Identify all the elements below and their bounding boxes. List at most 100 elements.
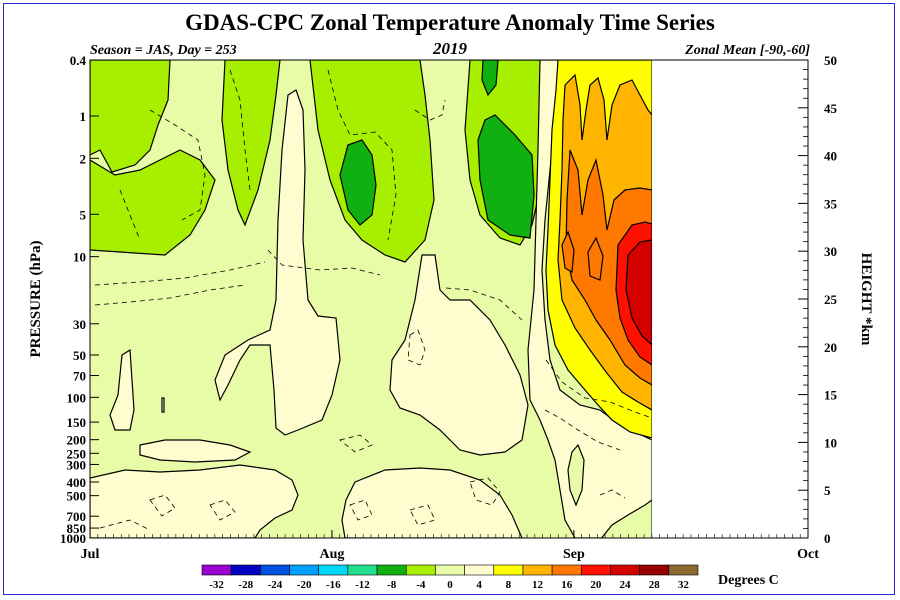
field-plume-red bbox=[625, 239, 652, 346]
colorbar-swatch bbox=[522, 564, 553, 576]
colorbar-swatch bbox=[405, 564, 436, 576]
pressure-tick-label: 30 bbox=[73, 317, 86, 332]
axes: 0.41251030507010015020025030040050070085… bbox=[60, 53, 838, 562]
subtitle-center: 2019 bbox=[432, 39, 468, 58]
dashed-contour bbox=[94, 261, 266, 286]
colorbar-swatch bbox=[668, 564, 699, 576]
field-region-pale-e bbox=[90, 464, 299, 538]
field-plume-orange-spot-b bbox=[587, 236, 604, 281]
colorbar-label: -20 bbox=[297, 579, 312, 591]
pressure-tick-label: 5 bbox=[80, 207, 87, 222]
field-plume-orange-spot-a bbox=[561, 230, 575, 273]
height-tick-label: 0 bbox=[824, 531, 831, 546]
dashed-contour bbox=[229, 69, 251, 191]
colorbar-swatch bbox=[201, 564, 232, 576]
height-tick-label: 15 bbox=[824, 388, 838, 403]
dashed-contour bbox=[149, 109, 206, 221]
colorbar-label: 24 bbox=[620, 579, 632, 591]
field-region-pale-c bbox=[109, 348, 135, 431]
pressure-tick-label: 200 bbox=[67, 433, 87, 448]
height-tick-label: 20 bbox=[824, 340, 837, 355]
height-tick-label: 25 bbox=[824, 292, 838, 307]
height-tick-label: 35 bbox=[824, 196, 838, 211]
field-region-pale-b bbox=[389, 254, 529, 456]
pressure-tick-label: 100 bbox=[67, 390, 87, 405]
chart-frame bbox=[3, 3, 895, 595]
pressure-tick-label: 850 bbox=[67, 521, 87, 536]
colorbar-swatch bbox=[347, 564, 378, 576]
colorbar-label: -12 bbox=[355, 579, 370, 591]
colorbar-swatch bbox=[318, 564, 349, 576]
colorbar-label: -32 bbox=[209, 579, 224, 591]
pressure-tick-label: 70 bbox=[73, 369, 86, 384]
colorbar-label: 16 bbox=[561, 579, 573, 591]
colorbar-label: -28 bbox=[238, 579, 253, 591]
pressure-tick-label: 1000 bbox=[60, 531, 86, 546]
field-region-pale-h bbox=[161, 397, 165, 413]
field-core-green-a bbox=[339, 139, 377, 226]
field-band-green-a bbox=[90, 60, 171, 173]
dashed-contour bbox=[267, 249, 381, 276]
colorbar-swatch bbox=[376, 564, 407, 576]
field-core-green-b bbox=[477, 114, 535, 239]
colorbar-swatch bbox=[260, 564, 290, 576]
colorbar-swatch bbox=[551, 564, 582, 576]
pressure-tick-label: 1 bbox=[80, 109, 87, 124]
field-core-green-c bbox=[481, 60, 499, 97]
pressure-tick-label: 150 bbox=[67, 415, 87, 430]
colorbar-swatch bbox=[464, 564, 495, 576]
field-band-green-b bbox=[90, 149, 216, 256]
colorbar-label: 8 bbox=[506, 579, 512, 591]
subtitle-right: Zonal Mean [-90,-60] bbox=[684, 43, 810, 58]
colorbar-swatch bbox=[493, 564, 524, 576]
dashed-contour bbox=[414, 99, 446, 121]
colorbar: -32 -28 -24 -20 -16 -12 -8 -4 0 4 8 12 16 20 24 28 32 bbox=[201, 564, 699, 591]
colorbar-label: 20 bbox=[590, 579, 602, 591]
field-region-green-low-a bbox=[567, 443, 585, 507]
pressure-tick-label: 50 bbox=[73, 348, 86, 363]
pressure-tick-label: 250 bbox=[67, 446, 87, 461]
dashed-contour bbox=[94, 284, 246, 306]
field-region-pale-g bbox=[139, 439, 252, 463]
colorbar-swatch bbox=[435, 564, 465, 576]
colorbar-label: 4 bbox=[476, 579, 482, 591]
colorbar-label: -24 bbox=[268, 579, 283, 591]
x-tick-label: Jul bbox=[81, 547, 100, 562]
height-tick-label: 45 bbox=[824, 101, 838, 116]
colorbar-swatch bbox=[610, 564, 640, 576]
colorbar-label: -16 bbox=[326, 579, 341, 591]
anomaly-field bbox=[90, 60, 652, 538]
field-region-pale-f bbox=[341, 467, 523, 538]
dashed-contour bbox=[349, 499, 373, 521]
subtitle-left: Season = JAS, Day = 253 bbox=[90, 43, 237, 58]
pressure-tick-label: 2 bbox=[80, 151, 87, 166]
dashed-contour bbox=[409, 504, 436, 526]
colorbar-label: -8 bbox=[387, 579, 397, 591]
colorbar-label: 32 bbox=[678, 579, 690, 591]
colorbar-swatch bbox=[230, 564, 261, 576]
dashed-contour bbox=[545, 359, 652, 419]
colorbar-swatch bbox=[639, 564, 670, 576]
y-axis-right-label: HEIGHT *km bbox=[858, 253, 874, 346]
pressure-tick-label: 10 bbox=[73, 250, 86, 265]
pressure-tick-label: 400 bbox=[67, 475, 87, 490]
pressure-tick-label: 500 bbox=[67, 489, 87, 504]
field-band-green-c bbox=[221, 60, 281, 227]
height-tick-label: 30 bbox=[824, 244, 837, 259]
dashed-contour bbox=[544, 409, 621, 451]
height-tick-label: 40 bbox=[824, 149, 837, 164]
dashed-contour bbox=[407, 329, 426, 366]
colorbar-swatch bbox=[289, 564, 320, 576]
field-region-green-low-b bbox=[600, 499, 652, 538]
height-tick-label: 5 bbox=[824, 483, 831, 498]
x-tick-label: Aug bbox=[319, 547, 344, 562]
dashed-contour bbox=[445, 287, 523, 321]
height-tick-label: 10 bbox=[824, 435, 837, 450]
colorbar-label: 0 bbox=[447, 579, 453, 591]
dashed-contour bbox=[339, 434, 373, 453]
colorbar-label: -4 bbox=[416, 579, 426, 591]
pressure-tick-label: 0.4 bbox=[70, 53, 87, 68]
pressure-tick-label: 700 bbox=[67, 509, 87, 524]
x-tick-label: Oct bbox=[797, 547, 819, 562]
colorbar-label: 12 bbox=[532, 579, 544, 591]
